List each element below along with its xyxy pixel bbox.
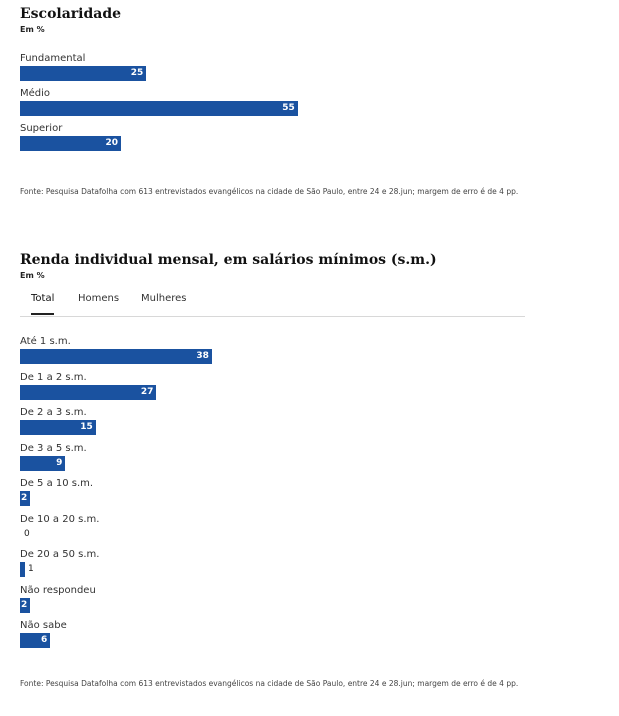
chart-title: Escolaridade — [20, 6, 122, 22]
bar-label: De 2 a 3 s.m. — [20, 407, 87, 418]
bar-label: Superior — [20, 123, 63, 134]
bar — [20, 384, 157, 400]
tab-total[interactable]: Total — [31, 293, 55, 315]
bar — [20, 349, 212, 364]
chart-escolaridade: Escolaridade Em % Fundamental 25 Médio 55 Su… — [20, 5, 525, 163]
bar-chart: Fundamental 25 Médio 55 Superior 20 — [20, 53, 525, 163]
bar-label: De 3 a 5 s.m. — [20, 442, 87, 454]
chart-subtitle: Em % — [20, 271, 45, 280]
bar-value: 9 — [56, 457, 63, 468]
bar-label: Fundamental — [20, 53, 86, 64]
bar-label: Não sabe — [20, 620, 67, 631]
bar-value: 25 — [130, 68, 144, 78]
bar — [20, 491, 31, 506]
bar-value: 2 — [21, 493, 28, 503]
bar-value: 6 — [41, 635, 48, 645]
tab-mulheres[interactable]: Mulheres — [141, 293, 187, 304]
bar — [20, 66, 147, 81]
bar-value: 2 — [21, 599, 28, 610]
source-note: Fonte: Pesquisa Datafolha com 613 entrev… — [20, 679, 519, 688]
bar-label: Não respondeu — [20, 584, 96, 596]
tab-homens[interactable]: Homens — [78, 293, 120, 304]
bar — [20, 562, 26, 577]
tab-bar: Total Homens Mulheres — [20, 293, 525, 317]
bar-value: 15 — [80, 422, 93, 432]
chart-subtitle: Em % — [20, 25, 45, 34]
bar — [20, 420, 96, 435]
bar-label: Até 1 s.m. — [20, 336, 71, 347]
bar — [20, 136, 121, 151]
bar — [20, 633, 51, 648]
bar-value: 38 — [196, 351, 209, 361]
bar-label: Médio — [20, 88, 51, 99]
bar-label: De 10 a 20 s.m. — [20, 513, 100, 525]
source-note: Fonte: Pesquisa Datafolha com 613 entrev… — [20, 187, 519, 196]
bar-label: De 1 a 2 s.m. — [20, 371, 87, 383]
bar-value: 1 — [28, 564, 34, 574]
bar — [20, 455, 66, 471]
bar-label: De 5 a 10 s.m. — [20, 478, 94, 489]
bar-label: De 20 a 50 s.m. — [20, 549, 100, 560]
bar-value: 27 — [140, 386, 154, 397]
bar-value: 55 — [282, 103, 295, 113]
chart-renda: Renda individual mensal, em salários mín… — [20, 251, 525, 656]
chart-title: Renda individual mensal, em salários mín… — [20, 252, 437, 268]
bar — [20, 101, 298, 116]
bar — [20, 597, 31, 613]
bar-chart: Até 1 s.m. 38 De 1 a 2 s.m. 27 De 2 a 3 s.m.… — [20, 336, 525, 656]
bar-value: 0 — [24, 528, 30, 539]
bar-value: 20 — [105, 138, 118, 148]
